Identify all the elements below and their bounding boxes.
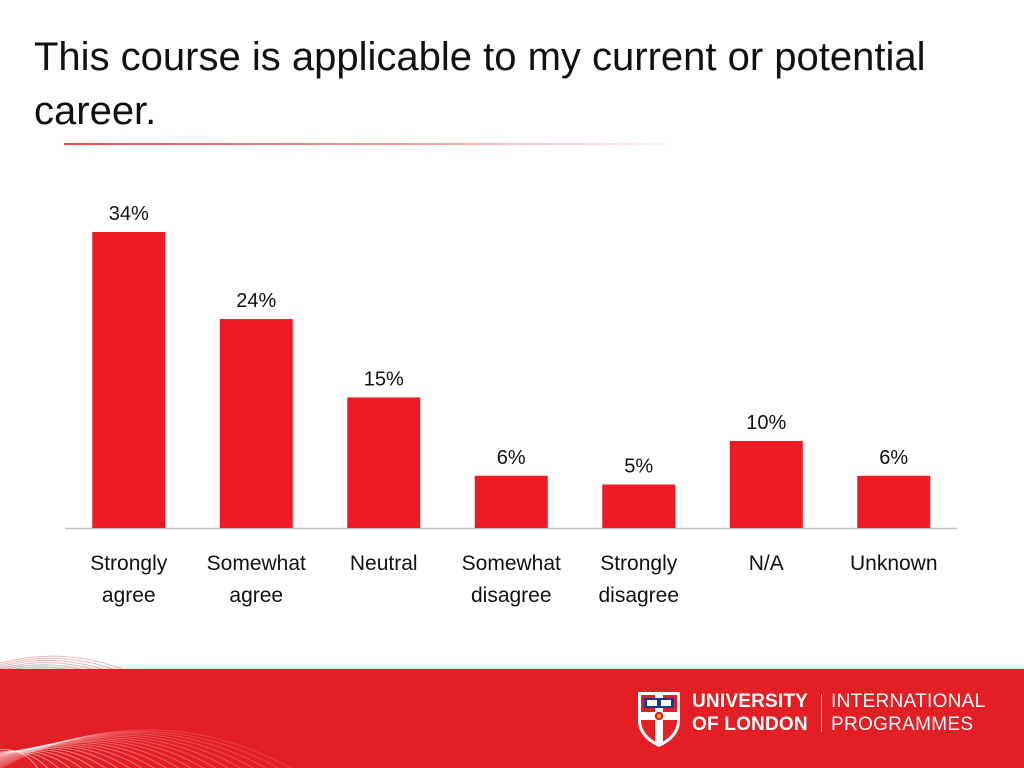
category-label: Strongly [90,552,168,575]
data-label: 10% [746,412,786,434]
programme-line-2: PROGRAMMES [831,714,974,735]
swirl-arc [0,662,97,670]
data-label: 34% [109,203,149,225]
footer-band [0,669,1024,768]
footer-shadow [0,664,1024,670]
category-label: Somewhat [207,552,306,575]
footer-swirl-arc [0,738,204,768]
footer-swirl-arc [0,747,106,768]
decorative-swirl [0,655,126,670]
footer-swirl-arc [0,750,71,768]
swirl-arc [0,655,126,670]
footer-swirl-arc [0,744,143,768]
footer-swirl-arc [1,729,292,768]
footer-swirl-arc [0,734,242,768]
footer-swirl-arc [0,745,131,768]
bar [474,475,548,528]
data-label: 24% [236,290,276,312]
bar [347,397,421,528]
footer-swirl-arc [0,733,254,768]
footer-swirl-arc [0,743,155,768]
bar [92,232,166,528]
logo-divider [821,694,822,732]
footer-swirl-arc [0,731,267,768]
category-label: disagree [471,584,552,607]
title-divider [64,143,694,145]
programme-line-1: INTERNATIONAL [831,691,986,712]
data-label: 6% [879,447,908,469]
bar [602,484,676,528]
swirl-arc [1,664,86,670]
programme-name: INTERNATIONAL PROGRAMMES [831,690,986,736]
bar-chart: 34% Strongly agree 24% Somewhat agree 15% Neutr… [65,203,957,607]
swirl-arc [8,666,74,670]
university-line-2: OF LONDON [692,714,808,735]
category-label: Somewhat [462,552,561,575]
swirl-arc [0,660,107,670]
data-label: 5% [624,455,653,477]
footer-swirl-arc [0,749,38,768]
category-label: agree [102,584,156,607]
footer-swirl-arc [0,748,94,768]
university-line-1: UNIVERSITY [692,691,809,712]
category-label: Strongly [600,552,678,575]
category-label: disagree [598,584,679,607]
bar [729,440,803,528]
category-label: N/A [749,552,784,575]
bar [857,475,931,528]
slide-title: This course is applicable to my current … [34,35,926,133]
data-label: 6% [497,447,526,469]
crest-icon [638,692,680,747]
footer-swirl-arc [0,746,118,768]
university-name: UNIVERSITY OF LONDON [692,690,808,736]
category-label: Neutral [350,552,418,575]
category-label: Unknown [850,552,938,575]
footer-swirl-arc [0,740,180,768]
university-logo: UNIVERSITY OF LONDON INTERNATIONAL PROGR… [636,690,996,750]
bar [219,319,293,528]
swirl-arc [0,657,117,670]
footer-swirl-arc [0,735,229,768]
footer-swirl-arc [0,749,83,768]
footer-swirl-arc [0,742,167,768]
category-label: agree [229,584,283,607]
footer-swirl-arc [0,737,217,768]
data-label: 15% [364,368,404,390]
footer-swirl-arc [0,730,279,768]
footer-swirl-pattern [0,729,292,768]
footer-swirl-arc [0,739,192,768]
